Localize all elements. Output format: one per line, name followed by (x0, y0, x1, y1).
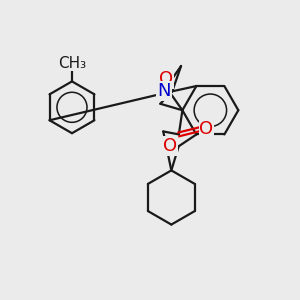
Text: O: O (164, 137, 178, 155)
Text: N: N (157, 82, 171, 100)
Text: CH₃: CH₃ (58, 56, 86, 70)
Text: O: O (200, 119, 214, 137)
Text: O: O (158, 70, 173, 88)
